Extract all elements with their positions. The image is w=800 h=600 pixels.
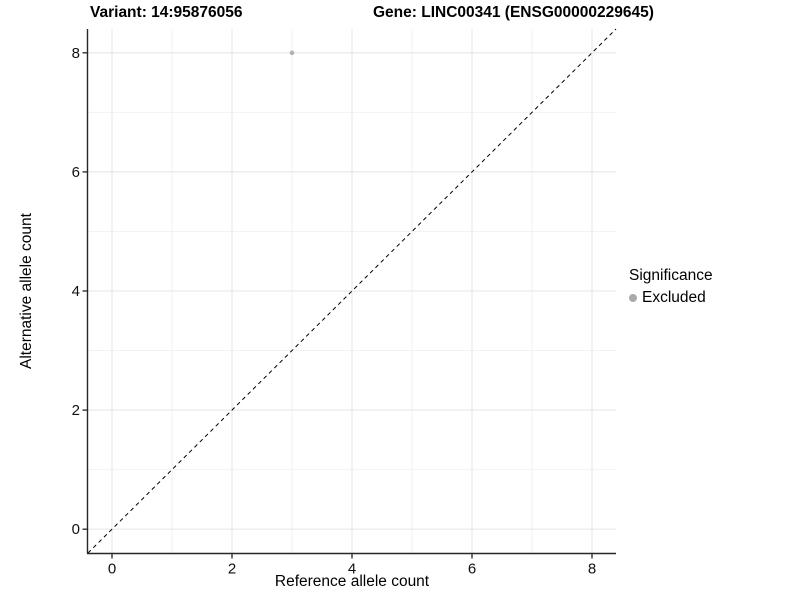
svg-text:4: 4 [72, 283, 80, 300]
legend-dot-icon [629, 294, 637, 302]
legend: Significance Excluded [629, 267, 713, 307]
svg-text:8: 8 [72, 45, 80, 62]
svg-text:2: 2 [72, 402, 80, 419]
svg-text:4: 4 [348, 561, 356, 578]
svg-text:8: 8 [588, 561, 596, 578]
svg-text:0: 0 [72, 521, 80, 538]
plot-title-gene: Gene: LINC00341 (ENSG00000229645) [373, 4, 654, 21]
svg-text:6: 6 [468, 561, 476, 578]
legend-title: Significance [629, 267, 713, 284]
svg-text:0: 0 [108, 561, 116, 578]
svg-text:2: 2 [228, 561, 236, 578]
plot-title-variant: Variant: 14:95876056 [90, 4, 243, 21]
legend-item-label: Excluded [642, 289, 706, 306]
legend-item-excluded: Excluded [629, 289, 713, 307]
y-axis-label: Alternative allele count [18, 213, 35, 369]
svg-text:6: 6 [72, 164, 80, 181]
x-axis-label: Reference allele count [274, 573, 430, 590]
